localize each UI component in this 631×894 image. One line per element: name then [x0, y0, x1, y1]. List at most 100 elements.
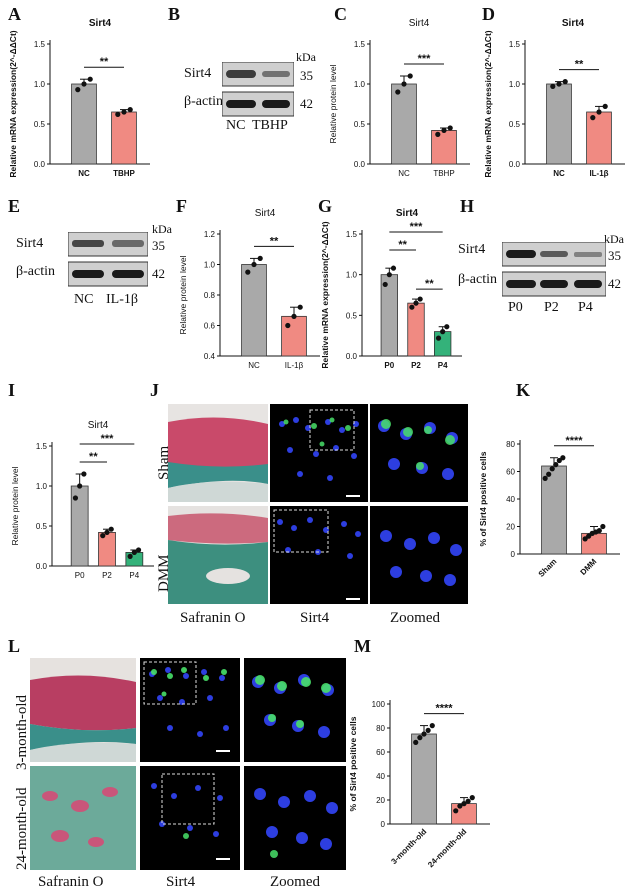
bar-chart-g: Sirt4 Relative mRNA expression(2^-ΔΔCt) 0.…	[320, 208, 462, 370]
x-tick-label: TBHP	[433, 169, 454, 178]
panel-label-a: A	[8, 4, 21, 24]
bar-chart-f: Sirt4 Relative protein level 0.4 0.6 0.8 1.0 1…	[178, 208, 320, 370]
scale-bar	[346, 598, 360, 600]
data-point	[549, 466, 555, 472]
panel-label-h: H	[460, 196, 475, 216]
data-point	[251, 261, 257, 268]
bar-chart-a: Sirt4 Relative mRNA expression(2^-ΔΔCt) 0.…	[8, 18, 150, 178]
safranin-o-image-dmm	[168, 506, 268, 604]
x-tick-label: P0	[75, 571, 85, 580]
data-point	[556, 81, 562, 87]
chart-title: Sirt4	[88, 420, 109, 431]
x-tick-label: P4	[129, 571, 139, 580]
y-tick-label: 20	[376, 796, 385, 805]
y-tick-label: 0.0	[346, 352, 358, 361]
data-point	[417, 296, 423, 302]
y-tick-label: 60	[376, 748, 385, 757]
bar	[241, 264, 267, 357]
y-tick-label: 0.4	[204, 352, 216, 361]
y-axis-label: Relative protein level	[178, 255, 188, 334]
y-tick-label: 0.0	[34, 160, 46, 169]
safranin-o-image-sham	[168, 404, 268, 502]
sirt4-fluorescence-sham	[270, 404, 368, 502]
kda-value: 35	[608, 248, 621, 263]
significance-marker: **	[270, 235, 279, 247]
bar	[380, 274, 398, 357]
data-point	[457, 803, 463, 809]
significance-marker: ***	[101, 433, 115, 445]
data-point	[560, 455, 566, 461]
y-tick-label: 40	[506, 495, 515, 504]
data-point	[75, 87, 81, 93]
data-point	[121, 109, 127, 115]
zoomed-image-dmm	[370, 506, 468, 604]
data-point	[413, 739, 419, 745]
data-point	[285, 322, 291, 329]
panel-label-k: K	[516, 380, 531, 400]
data-point	[407, 73, 413, 79]
data-point	[453, 808, 459, 814]
x-tick-label: IL-1β	[285, 361, 304, 370]
y-tick-label: 0.6	[204, 322, 216, 331]
x-tick-label: P2	[411, 361, 421, 370]
sirt4-fluorescence-dmm	[270, 506, 368, 604]
y-tick-label: 0.0	[36, 562, 48, 571]
x-tick-label: P0	[384, 361, 394, 370]
data-point	[104, 529, 110, 535]
data-point	[115, 111, 121, 117]
blot-row-label: Sirt4	[16, 236, 44, 251]
y-tick-label: 0.5	[509, 120, 521, 129]
panel-label-b: B	[168, 4, 181, 24]
kda-value: 42	[608, 276, 621, 291]
column-label: Sirt4	[300, 610, 330, 626]
western-blot-e: Sirt4 β-actin kDa 35 42 NC IL-1β	[10, 222, 180, 312]
significance-marker: ****	[565, 435, 583, 447]
data-point	[550, 83, 556, 89]
y-tick-label: 0.0	[354, 160, 366, 169]
y-tick-label: 0.8	[204, 291, 216, 300]
x-tick-label: NC	[78, 169, 90, 178]
significance-marker: **	[425, 278, 434, 290]
zoomed-image-young	[244, 658, 346, 762]
data-point	[444, 324, 450, 330]
lane-label: IL-1β	[106, 292, 138, 307]
safranin-o-image-old	[30, 766, 136, 870]
kda-unit-label: kDa	[604, 232, 624, 246]
data-point	[77, 483, 83, 489]
lane-label: NC	[74, 292, 94, 307]
data-point	[562, 79, 568, 85]
kda-value: 42	[152, 266, 165, 281]
y-tick-label: 1.5	[36, 442, 48, 451]
y-tick-label: 1.5	[34, 40, 46, 49]
row-label-3-month-old: 3-month-old	[14, 695, 30, 770]
blot-row-label: β-actin	[458, 272, 497, 287]
y-tick-label: 1.2	[204, 230, 216, 239]
row-label-24-month-old: 24-month-old	[14, 787, 30, 871]
significance-marker: **	[575, 59, 584, 71]
blot-image	[222, 62, 294, 117]
kda-value: 42	[300, 96, 313, 111]
column-label: Sirt4	[166, 874, 196, 890]
bar-chart-c: Sirt4 Relative protein level 0.0 0.5 1.0 1.5 N…	[328, 18, 470, 178]
y-axis-label: Relative mRNA expression(2^-ΔΔCt)	[483, 30, 493, 177]
chart-title: Sirt4	[562, 18, 585, 29]
data-point	[582, 536, 588, 542]
significance-marker: ****	[435, 703, 453, 715]
significance-marker: **	[398, 239, 407, 251]
histology-panel-l: 3-month-old 24-month-old Safranin O Sirt…	[8, 656, 348, 892]
significance-marker: ***	[418, 53, 432, 65]
lane-label: P2	[544, 300, 559, 315]
y-tick-label: 40	[376, 772, 385, 781]
chart-title: Sirt4	[396, 208, 419, 219]
data-point	[386, 272, 392, 278]
bar	[71, 83, 97, 165]
y-tick-label: 80	[506, 440, 515, 449]
data-point	[395, 89, 401, 95]
bar-chart-m: % of Sirt4 positive cells 0 20 40 60 80 100 3-m…	[348, 700, 490, 869]
y-axis-label: Relative protein level	[328, 64, 338, 143]
data-point	[108, 526, 114, 532]
data-point	[401, 81, 407, 87]
blot-row-label: Sirt4	[184, 66, 212, 81]
blot-row-label: Sirt4	[458, 242, 486, 257]
significance-marker: **	[100, 56, 109, 68]
